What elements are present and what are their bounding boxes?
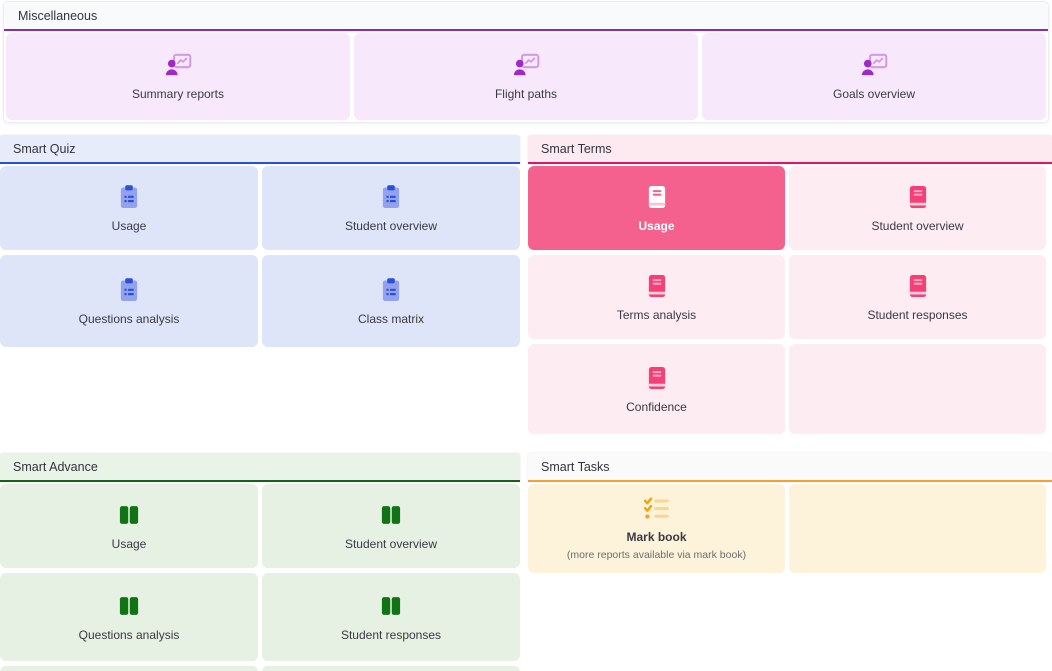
tile-label: Summary reports	[131, 86, 225, 101]
open-book-icon	[378, 593, 404, 619]
tile-label: Terms analysis	[616, 307, 697, 322]
section-title: Smart Quiz	[13, 141, 76, 156]
tile-advance-student-overview[interactable]: Student overview	[262, 484, 520, 568]
section-smart-quiz: Smart Quiz Usage Student overview Questi…	[0, 135, 520, 347]
tile-terms-confidence[interactable]: Confidence	[528, 344, 785, 434]
section-header-smart-terms: Smart Terms	[528, 135, 1052, 164]
tile-label: Student overview	[871, 218, 964, 233]
section-title: Smart Advance	[13, 459, 98, 474]
section-title: Smart Tasks	[541, 459, 610, 474]
smart-advance-tiles: Usage Student overview Questions analysi…	[0, 484, 520, 671]
section-miscellaneous: Miscellaneous Summary reports Flight pat…	[4, 2, 1048, 122]
tile-terms-usage-selected[interactable]: Usage	[528, 166, 785, 250]
book-icon	[905, 273, 931, 299]
section-title: Smart Terms	[541, 141, 612, 156]
open-book-icon	[116, 502, 142, 528]
section-header-smart-advance: Smart Advance	[0, 453, 520, 482]
tile-sublabel: (more reports available via mark book)	[566, 548, 747, 561]
tile-label: Goals overview	[832, 86, 916, 101]
clipboard-list-icon	[378, 184, 404, 210]
empty-cell	[789, 344, 1046, 434]
clipboard-list-icon	[116, 277, 142, 303]
section-title: Miscellaneous	[18, 8, 98, 23]
section-smart-tasks: Smart Tasks Mark book (more reports avai…	[528, 453, 1052, 573]
section-header-smart-tasks: Smart Tasks	[528, 453, 1052, 482]
tile-label: Confidence	[626, 399, 687, 414]
tile-label: Student responses	[867, 307, 968, 322]
dashboard-columns: Smart Quiz Usage Student overview Questi…	[0, 135, 1052, 671]
presenter-board-icon	[165, 53, 192, 78]
smart-tasks-tiles: Mark book (more reports available via ma…	[528, 484, 1052, 573]
book-icon	[644, 184, 670, 210]
tile-flight-paths[interactable]: Flight paths	[354, 33, 698, 120]
tile-label: Questions analysis	[78, 627, 180, 642]
tile-cutoff[interactable]	[0, 666, 258, 671]
tile-terms-student-responses[interactable]: Student responses	[789, 255, 1046, 339]
miscellaneous-tiles: Summary reports Flight paths Goals overv…	[4, 31, 1048, 122]
smart-terms-tiles: Usage Student overview Terms analysis St…	[528, 166, 1052, 434]
tile-quiz-class-matrix[interactable]: Class matrix	[262, 255, 520, 347]
tile-label: Class matrix	[357, 311, 424, 326]
tile-label: Student overview	[344, 536, 438, 551]
right-column: Smart Terms Usage Student overview Terms…	[528, 135, 1052, 573]
tile-advance-questions-analysis[interactable]: Questions analysis	[0, 573, 258, 661]
tile-label: Flight paths	[494, 86, 558, 101]
tile-quiz-questions-analysis[interactable]: Questions analysis	[0, 255, 258, 347]
tile-label: Questions analysis	[78, 311, 180, 326]
tile-summary-reports[interactable]: Summary reports	[6, 33, 350, 120]
tile-mark-book[interactable]: Mark book (more reports available via ma…	[528, 484, 785, 573]
presenter-board-icon	[513, 53, 540, 78]
tile-label: Usage	[638, 218, 675, 233]
tile-terms-analysis[interactable]: Terms analysis	[528, 255, 785, 339]
clipboard-list-icon	[116, 184, 142, 210]
task-checklist-icon	[643, 497, 671, 521]
presenter-board-icon	[861, 53, 888, 78]
tile-label: Usage	[111, 536, 147, 551]
tile-quiz-student-overview[interactable]: Student overview	[262, 166, 520, 250]
empty-cell	[789, 484, 1046, 573]
tile-goals-overview[interactable]: Goals overview	[702, 33, 1046, 120]
tile-label: Mark book	[626, 529, 687, 544]
section-header-miscellaneous: Miscellaneous	[4, 2, 1048, 31]
tile-label: Student responses	[340, 627, 442, 642]
tile-cutoff[interactable]	[262, 666, 520, 671]
tile-label: Student overview	[344, 218, 438, 233]
left-column: Smart Quiz Usage Student overview Questi…	[0, 135, 520, 671]
tile-advance-student-responses[interactable]: Student responses	[262, 573, 520, 661]
open-book-icon	[116, 593, 142, 619]
tile-terms-student-overview[interactable]: Student overview	[789, 166, 1046, 250]
section-smart-terms: Smart Terms Usage Student overview Terms…	[528, 135, 1052, 434]
tile-advance-usage[interactable]: Usage	[0, 484, 258, 568]
smart-quiz-tiles: Usage Student overview Questions analysi…	[0, 166, 520, 347]
tile-label: Usage	[111, 218, 147, 233]
book-icon	[644, 273, 670, 299]
tile-quiz-usage[interactable]: Usage	[0, 166, 258, 250]
book-icon	[905, 184, 931, 210]
clipboard-list-icon	[378, 277, 404, 303]
open-book-icon	[378, 502, 404, 528]
section-smart-advance: Smart Advance Usage Student overview Que…	[0, 453, 520, 671]
section-header-smart-quiz: Smart Quiz	[0, 135, 520, 164]
book-icon	[644, 365, 670, 391]
